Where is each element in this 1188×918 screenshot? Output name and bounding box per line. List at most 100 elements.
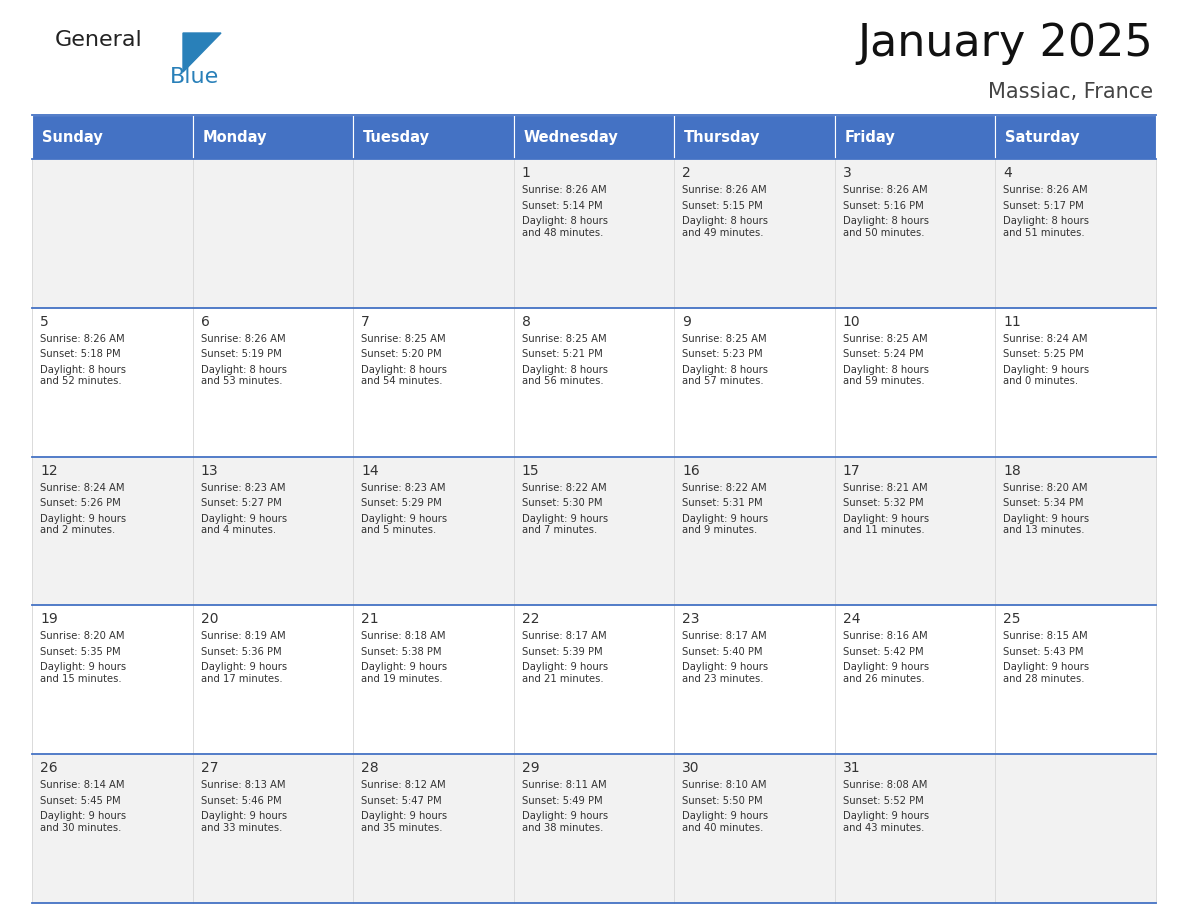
Text: Sunrise: 8:17 AM: Sunrise: 8:17 AM bbox=[682, 632, 767, 642]
Text: Sunset: 5:30 PM: Sunset: 5:30 PM bbox=[522, 498, 602, 508]
Text: Daylight: 9 hours
and 43 minutes.: Daylight: 9 hours and 43 minutes. bbox=[842, 812, 929, 833]
Text: Wednesday: Wednesday bbox=[524, 129, 619, 144]
Bar bbox=[353, 605, 513, 755]
Bar bbox=[192, 755, 353, 903]
Text: 24: 24 bbox=[842, 612, 860, 626]
Bar bbox=[32, 308, 192, 456]
Text: 16: 16 bbox=[682, 464, 700, 477]
Text: Daylight: 9 hours
and 2 minutes.: Daylight: 9 hours and 2 minutes. bbox=[40, 513, 126, 535]
Bar bbox=[32, 115, 192, 159]
Text: Sunrise: 8:14 AM: Sunrise: 8:14 AM bbox=[40, 780, 125, 790]
Bar bbox=[353, 456, 513, 605]
Text: 9: 9 bbox=[682, 315, 691, 329]
Text: Sunrise: 8:26 AM: Sunrise: 8:26 AM bbox=[201, 334, 285, 344]
Bar bbox=[513, 456, 675, 605]
Text: 18: 18 bbox=[1004, 464, 1022, 477]
Text: Sunday: Sunday bbox=[42, 129, 102, 144]
Bar bbox=[996, 456, 1156, 605]
Text: Daylight: 9 hours
and 35 minutes.: Daylight: 9 hours and 35 minutes. bbox=[361, 812, 447, 833]
Text: Daylight: 9 hours
and 38 minutes.: Daylight: 9 hours and 38 minutes. bbox=[522, 812, 608, 833]
Text: Daylight: 9 hours
and 33 minutes.: Daylight: 9 hours and 33 minutes. bbox=[201, 812, 286, 833]
Text: 27: 27 bbox=[201, 761, 219, 775]
Text: Sunrise: 8:17 AM: Sunrise: 8:17 AM bbox=[522, 632, 606, 642]
Bar bbox=[675, 456, 835, 605]
Text: 17: 17 bbox=[842, 464, 860, 477]
Text: Sunrise: 8:26 AM: Sunrise: 8:26 AM bbox=[842, 185, 928, 195]
Text: Sunrise: 8:15 AM: Sunrise: 8:15 AM bbox=[1004, 632, 1088, 642]
Text: Tuesday: Tuesday bbox=[364, 129, 430, 144]
Text: Sunset: 5:49 PM: Sunset: 5:49 PM bbox=[522, 796, 602, 806]
Text: Sunset: 5:32 PM: Sunset: 5:32 PM bbox=[842, 498, 923, 508]
Bar bbox=[513, 755, 675, 903]
Text: Sunrise: 8:11 AM: Sunrise: 8:11 AM bbox=[522, 780, 606, 790]
Text: Daylight: 9 hours
and 15 minutes.: Daylight: 9 hours and 15 minutes. bbox=[40, 663, 126, 684]
Text: Sunrise: 8:25 AM: Sunrise: 8:25 AM bbox=[522, 334, 606, 344]
Text: Sunset: 5:39 PM: Sunset: 5:39 PM bbox=[522, 647, 602, 657]
Bar bbox=[192, 115, 353, 159]
Text: Sunset: 5:20 PM: Sunset: 5:20 PM bbox=[361, 350, 442, 359]
Text: Daylight: 9 hours
and 5 minutes.: Daylight: 9 hours and 5 minutes. bbox=[361, 513, 447, 535]
Text: 26: 26 bbox=[40, 761, 58, 775]
Text: Daylight: 8 hours
and 54 minutes.: Daylight: 8 hours and 54 minutes. bbox=[361, 364, 447, 386]
Text: Sunset: 5:31 PM: Sunset: 5:31 PM bbox=[682, 498, 763, 508]
Text: 13: 13 bbox=[201, 464, 219, 477]
Text: Sunrise: 8:22 AM: Sunrise: 8:22 AM bbox=[682, 483, 767, 493]
Bar bbox=[996, 605, 1156, 755]
Text: Sunrise: 8:26 AM: Sunrise: 8:26 AM bbox=[522, 185, 606, 195]
Text: Daylight: 9 hours
and 40 minutes.: Daylight: 9 hours and 40 minutes. bbox=[682, 812, 769, 833]
Text: Sunrise: 8:21 AM: Sunrise: 8:21 AM bbox=[842, 483, 928, 493]
Text: Massiac, France: Massiac, France bbox=[988, 82, 1154, 102]
Text: Sunrise: 8:20 AM: Sunrise: 8:20 AM bbox=[40, 632, 125, 642]
Text: Sunset: 5:27 PM: Sunset: 5:27 PM bbox=[201, 498, 282, 508]
Text: Sunset: 5:42 PM: Sunset: 5:42 PM bbox=[842, 647, 923, 657]
Bar bbox=[996, 159, 1156, 308]
Text: 30: 30 bbox=[682, 761, 700, 775]
Bar bbox=[353, 308, 513, 456]
Text: Daylight: 9 hours
and 7 minutes.: Daylight: 9 hours and 7 minutes. bbox=[522, 513, 608, 535]
Bar bbox=[675, 308, 835, 456]
Text: Sunrise: 8:25 AM: Sunrise: 8:25 AM bbox=[842, 334, 928, 344]
Bar bbox=[835, 115, 996, 159]
Text: Daylight: 9 hours
and 0 minutes.: Daylight: 9 hours and 0 minutes. bbox=[1004, 364, 1089, 386]
Text: 19: 19 bbox=[40, 612, 58, 626]
Text: 6: 6 bbox=[201, 315, 209, 329]
Text: Friday: Friday bbox=[845, 129, 896, 144]
Bar bbox=[835, 755, 996, 903]
Text: Sunrise: 8:20 AM: Sunrise: 8:20 AM bbox=[1004, 483, 1088, 493]
Text: Daylight: 8 hours
and 52 minutes.: Daylight: 8 hours and 52 minutes. bbox=[40, 364, 126, 386]
Text: Sunset: 5:17 PM: Sunset: 5:17 PM bbox=[1004, 200, 1085, 210]
Text: Thursday: Thursday bbox=[684, 129, 760, 144]
Text: Sunrise: 8:18 AM: Sunrise: 8:18 AM bbox=[361, 632, 446, 642]
Text: Sunrise: 8:25 AM: Sunrise: 8:25 AM bbox=[682, 334, 767, 344]
Bar bbox=[513, 115, 675, 159]
Bar bbox=[835, 159, 996, 308]
Bar bbox=[32, 159, 192, 308]
Text: Sunset: 5:19 PM: Sunset: 5:19 PM bbox=[201, 350, 282, 359]
Text: Sunrise: 8:19 AM: Sunrise: 8:19 AM bbox=[201, 632, 285, 642]
Text: Sunrise: 8:10 AM: Sunrise: 8:10 AM bbox=[682, 780, 766, 790]
Text: 7: 7 bbox=[361, 315, 369, 329]
Text: Sunrise: 8:24 AM: Sunrise: 8:24 AM bbox=[1004, 334, 1088, 344]
Text: 15: 15 bbox=[522, 464, 539, 477]
Text: 14: 14 bbox=[361, 464, 379, 477]
Text: Sunset: 5:29 PM: Sunset: 5:29 PM bbox=[361, 498, 442, 508]
Text: Sunset: 5:23 PM: Sunset: 5:23 PM bbox=[682, 350, 763, 359]
Text: Sunset: 5:34 PM: Sunset: 5:34 PM bbox=[1004, 498, 1083, 508]
Text: 20: 20 bbox=[201, 612, 219, 626]
Text: Daylight: 9 hours
and 30 minutes.: Daylight: 9 hours and 30 minutes. bbox=[40, 812, 126, 833]
Bar bbox=[192, 605, 353, 755]
Text: Daylight: 9 hours
and 19 minutes.: Daylight: 9 hours and 19 minutes. bbox=[361, 663, 447, 684]
Text: Sunrise: 8:12 AM: Sunrise: 8:12 AM bbox=[361, 780, 446, 790]
Text: 22: 22 bbox=[522, 612, 539, 626]
Text: 2: 2 bbox=[682, 166, 691, 180]
Text: Sunset: 5:50 PM: Sunset: 5:50 PM bbox=[682, 796, 763, 806]
Bar bbox=[192, 159, 353, 308]
Text: Sunrise: 8:23 AM: Sunrise: 8:23 AM bbox=[361, 483, 446, 493]
Bar bbox=[353, 159, 513, 308]
Text: 11: 11 bbox=[1004, 315, 1022, 329]
Text: Daylight: 9 hours
and 28 minutes.: Daylight: 9 hours and 28 minutes. bbox=[1004, 663, 1089, 684]
Text: Sunrise: 8:22 AM: Sunrise: 8:22 AM bbox=[522, 483, 606, 493]
Bar bbox=[513, 308, 675, 456]
Text: Daylight: 8 hours
and 53 minutes.: Daylight: 8 hours and 53 minutes. bbox=[201, 364, 286, 386]
Text: 3: 3 bbox=[842, 166, 852, 180]
